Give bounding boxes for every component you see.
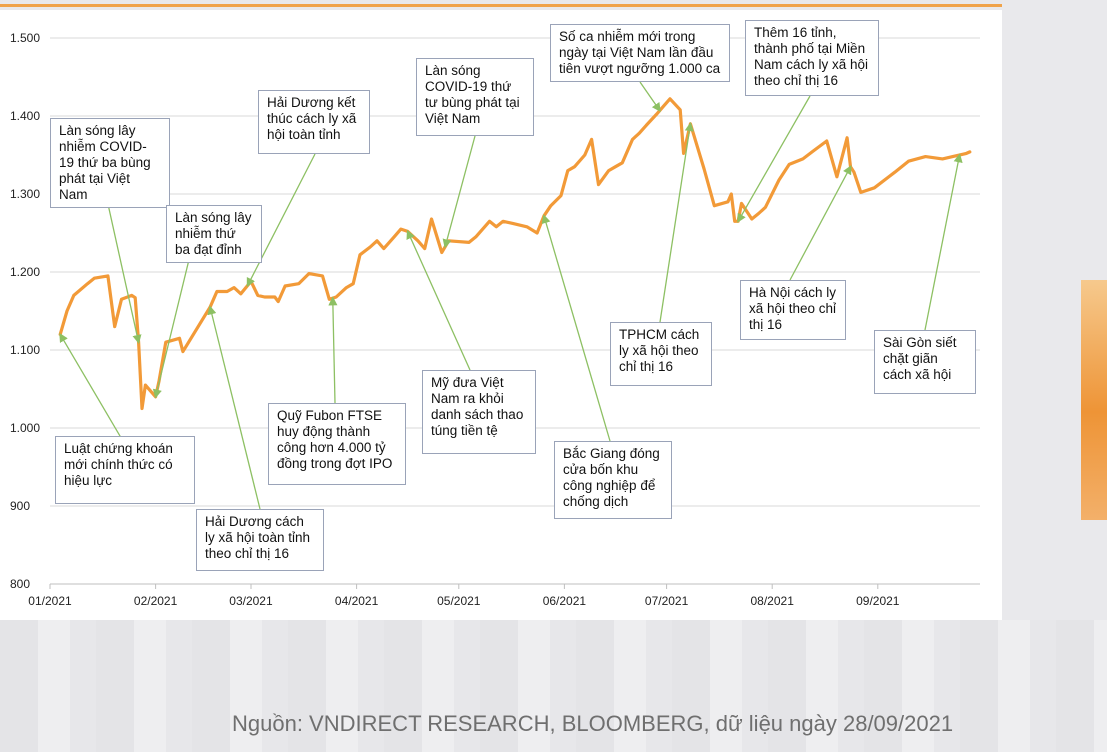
- annotation-arrows: [59, 81, 963, 510]
- annotation-callout: Làn sóng lây nhiễm COVID-19 thứ ba bùng …: [50, 118, 170, 208]
- annotation-callout: Sài Gòn siết chặt giãn cách xã hội: [874, 330, 976, 394]
- x-tick-label: 09/2021: [856, 594, 900, 608]
- annotation-callout: Hải Dương kết thúc cách ly xã hội toàn t…: [258, 90, 370, 154]
- x-tick-label: 04/2021: [335, 594, 379, 608]
- x-tick-label: 02/2021: [134, 594, 178, 608]
- x-tick-label: 07/2021: [645, 594, 689, 608]
- annotation-arrow: [328, 296, 338, 404]
- gridlines: [50, 37, 980, 585]
- right-accent-shape: [1081, 280, 1107, 520]
- y-tick-label: 1.500: [10, 31, 40, 45]
- y-tick-label: 800: [10, 577, 30, 591]
- y-tick-label: 1.300: [10, 187, 40, 201]
- x-tick-label: 01/2021: [28, 594, 72, 608]
- y-tick-label: 1.000: [10, 421, 40, 435]
- annotation-callout: Quỹ Fubon FTSE huy động thành công hơn 4…: [268, 403, 406, 485]
- background-stripes: [0, 620, 1107, 752]
- annotation-callout: Làn sóng lây nhiễm thứ ba đạt đỉnh: [166, 205, 262, 263]
- annotation-callout: TPHCM cách ly xã hội theo chỉ thị 16: [610, 322, 712, 386]
- annotation-callout: Bắc Giang đóng cửa bốn khu công nghiệp đ…: [554, 441, 672, 519]
- annotation-callout: Làn sóng COVID-19 thứ tư bùng phát tại V…: [416, 58, 534, 136]
- y-axis-ticks: 800 900 1.000 1.100 1.200 1.300 1.400 1.500: [10, 31, 40, 591]
- source-note: Nguồn: VNDIRECT RESEARCH, BLOOMBERG, dữ …: [232, 711, 954, 736]
- x-tick-label: 08/2021: [751, 594, 795, 608]
- x-tick-label: 03/2021: [229, 594, 273, 608]
- x-axis-ticks: 01/2021 02/2021 03/2021 04/2021 05/2021 06/20…: [28, 584, 900, 608]
- annotation-arrow: [541, 214, 611, 442]
- annotation-arrow: [737, 95, 811, 223]
- y-tick-label: 1.100: [10, 343, 40, 357]
- annotation-arrow: [639, 81, 661, 113]
- annotation-callout: Hải Dương cách ly xã hội toàn tỉnh theo …: [196, 509, 324, 571]
- annotation-callout: Luật chứng khoán mới chính thức có hiệu …: [55, 436, 195, 504]
- top-accent-bar: [0, 4, 1002, 7]
- annotation-arrow: [246, 153, 316, 288]
- annotation-callout: Thêm 16 tỉnh, thành phố tại Miền Nam các…: [745, 20, 879, 96]
- annotation-arrow: [659, 122, 694, 323]
- annotation-arrow: [207, 305, 261, 510]
- annotation-callout: Số ca nhiễm mới trong ngày tại Việt Nam …: [550, 24, 730, 82]
- x-tick-label: 05/2021: [437, 594, 481, 608]
- annotation-callout: Hà Nội cách ly xã hội theo chỉ thị 16: [740, 280, 846, 340]
- x-tick-label: 06/2021: [543, 594, 587, 608]
- annotation-callout: Mỹ đưa Việt Nam ra khỏi danh sách thao t…: [422, 370, 536, 454]
- y-tick-label: 1.200: [10, 265, 40, 279]
- y-tick-label: 1.400: [10, 109, 40, 123]
- annotation-arrow: [442, 135, 476, 249]
- series-group: [58, 97, 972, 411]
- annotation-arrow: [924, 153, 963, 331]
- annotation-arrow: [406, 229, 471, 371]
- annotation-arrow: [789, 165, 852, 281]
- y-tick-label: 900: [10, 499, 30, 513]
- index-line: [58, 97, 972, 411]
